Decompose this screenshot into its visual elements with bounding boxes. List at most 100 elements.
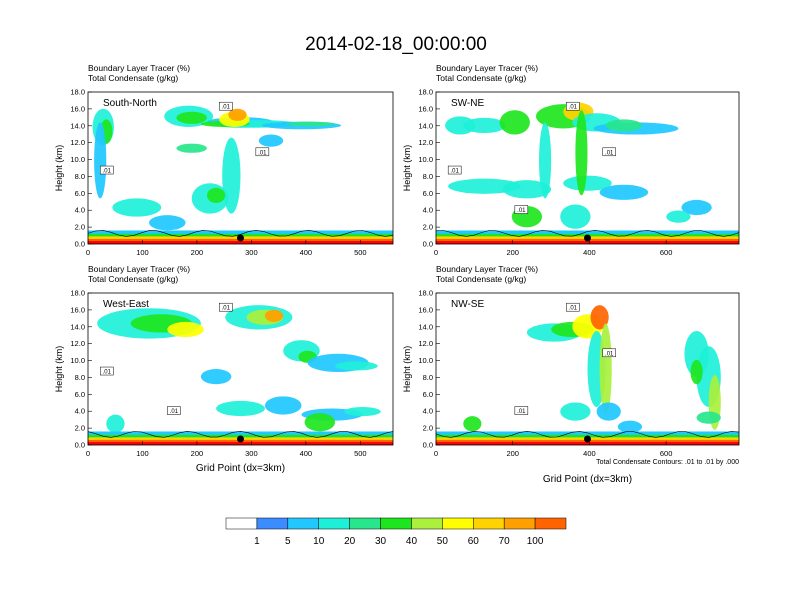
location-marker — [584, 435, 591, 443]
tracer-blob — [106, 414, 125, 433]
contour-footnote: Total Condensate Contours: .01 to .01 by… — [596, 459, 739, 466]
colorbar: 1 5 10 20 30 40 50 60 70 100 — [225, 517, 567, 547]
location-marker — [237, 234, 244, 242]
y-tick-label: 10.0 — [418, 155, 433, 164]
tracer-blob — [617, 420, 643, 433]
panel-title: Boundary Layer Tracer (%) — [436, 63, 538, 73]
x-tick-label: 200 — [191, 248, 204, 257]
y-tick-label: 16.0 — [418, 305, 433, 314]
tracer-blob — [167, 321, 204, 338]
y-axis-label: Height (km) — [402, 346, 412, 393]
contour-label-box — [447, 165, 462, 175]
x-tick-label: 200 — [191, 449, 204, 458]
contour-label: .01 — [517, 409, 526, 415]
tracer-blob — [335, 361, 378, 371]
colorbar-label: 60 — [468, 536, 480, 547]
x-tick-label: 500 — [354, 449, 367, 458]
y-tick-label: 12.0 — [70, 339, 85, 348]
tracer-blob — [563, 175, 612, 191]
contour-label: .01 — [569, 306, 578, 312]
tracer-blob — [264, 396, 302, 415]
chart-panel-sw-ne: Boundary Layer Tracer (%)Total Condensat… — [402, 63, 740, 257]
y-tick-label: 0.0 — [75, 441, 85, 450]
tracer-blob — [200, 369, 232, 385]
x-tick-label: 200 — [506, 248, 519, 257]
panel-subtitle: Total Condensate (g/kg) — [436, 73, 526, 83]
contour-label-box — [100, 165, 114, 175]
y-tick-label: 6.0 — [423, 189, 433, 198]
tracer-blob — [216, 400, 265, 417]
panel-subtitle: Total Condensate (g/kg) — [88, 73, 178, 83]
y-axis-label: Height (km) — [402, 145, 412, 192]
tracer-blob — [599, 184, 649, 200]
tracer-blob — [286, 121, 336, 127]
colorbar-label: 100 — [527, 536, 544, 547]
location-marker — [584, 234, 591, 242]
tracer-blob — [149, 215, 186, 231]
panel-name: South-North — [103, 98, 157, 109]
y-tick-label: 16.0 — [70, 305, 85, 314]
contour-label: .01 — [605, 351, 614, 357]
y-tick-label: 16.0 — [70, 104, 85, 113]
y-tick-label: 0.0 — [75, 240, 85, 249]
colorbar-label: 20 — [344, 536, 356, 547]
boundary-layer-band — [436, 241, 739, 244]
contour-label-box — [602, 348, 616, 358]
tracer-blob — [112, 198, 162, 217]
condensate-contour — [436, 229, 739, 237]
tracer-blob — [206, 187, 226, 203]
panel-title: Boundary Layer Tracer (%) — [88, 264, 190, 274]
contour-label-box — [602, 147, 616, 157]
tracer-blob — [264, 309, 284, 322]
y-tick-label: 12.0 — [418, 339, 433, 348]
y-tick-label: 16.0 — [418, 104, 433, 113]
tracer-blob — [502, 180, 552, 199]
colorbar-label: 40 — [406, 536, 418, 547]
y-tick-label: 0.0 — [423, 441, 433, 450]
tracer-blob — [666, 210, 691, 223]
panels: Boundary Layer Tracer (%)Total Condensat… — [54, 63, 740, 485]
condensate-contour — [436, 430, 739, 438]
contour-label-box — [167, 406, 181, 415]
x-tick-label: 500 — [354, 248, 367, 257]
condensate-contour — [88, 229, 393, 237]
y-tick-label: 8.0 — [423, 172, 433, 181]
location-marker — [237, 435, 244, 443]
tracer-blob — [258, 134, 284, 147]
plot-frame — [435, 91, 740, 245]
colorbar-box — [442, 517, 474, 530]
x-tick-label: 0 — [86, 248, 90, 257]
y-tick-label: 2.0 — [423, 223, 433, 232]
colorbar-label: 70 — [499, 536, 511, 547]
x-tick-label: 400 — [300, 449, 313, 458]
panel-name: NW-SE — [451, 299, 484, 310]
colorbar-box — [380, 517, 412, 530]
y-tick-label: 12.0 — [418, 138, 433, 147]
colorbar-box — [349, 517, 381, 530]
tracer-blob — [696, 411, 721, 424]
contour-label: .01 — [451, 169, 460, 175]
tracer-blob — [605, 119, 643, 132]
contour-label: .01 — [222, 105, 231, 111]
y-tick-label: 12.0 — [70, 138, 85, 147]
contour-label: .01 — [103, 169, 112, 175]
y-tick-label: 10.0 — [70, 155, 85, 164]
tracer-blob — [448, 178, 521, 194]
contour-label-box — [255, 147, 270, 157]
chart-panel-nw-se: Boundary Layer Tracer (%)Total Condensat… — [402, 264, 740, 485]
y-tick-label: 2.0 — [423, 424, 433, 433]
y-tick-label: 14.0 — [70, 121, 85, 130]
contour-label: .01 — [569, 105, 578, 111]
contour-label-box — [219, 302, 233, 312]
contour-label: .01 — [222, 306, 231, 312]
colorbar-box — [287, 517, 319, 530]
colorbar-label: 50 — [437, 536, 449, 547]
x-tick-label: 300 — [245, 248, 258, 257]
plot-frame — [87, 91, 394, 245]
contour-label-box — [219, 101, 233, 111]
chart-panel-south-north: Boundary Layer Tracer (%)Total Condensat… — [54, 63, 394, 257]
x-axis-label: Grid Point (dx=3km) — [543, 474, 632, 485]
panel-name: SW-NE — [451, 98, 484, 109]
contour-label: .01 — [605, 150, 614, 156]
y-tick-label: 6.0 — [423, 390, 433, 399]
